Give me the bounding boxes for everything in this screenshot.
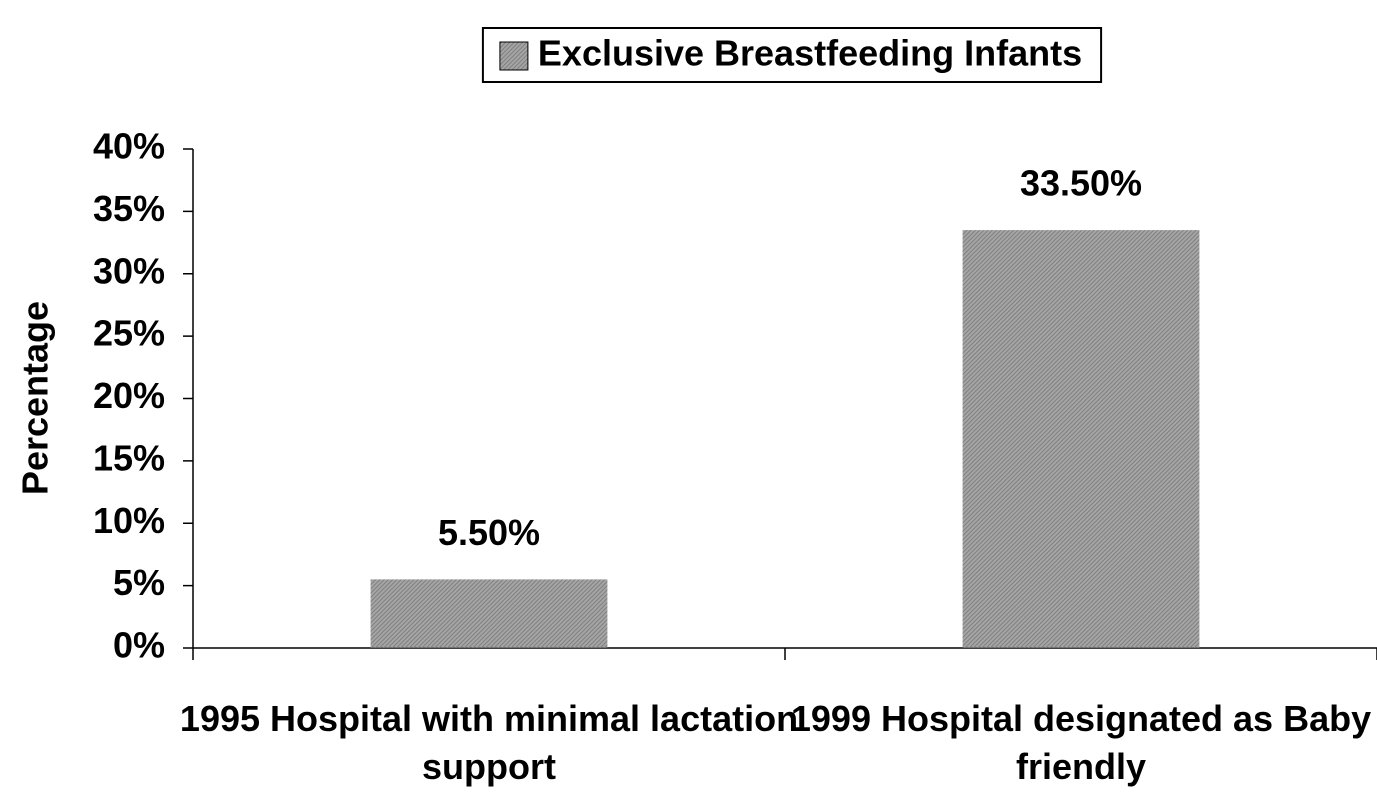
data-label: 33.50%	[1020, 163, 1142, 204]
legend-label: Exclusive Breastfeeding Infants	[538, 33, 1082, 74]
bar	[962, 230, 1200, 648]
x-tick-label: 1999 Hospital designated as Baby friendl…	[790, 698, 1372, 787]
y-tick-label: 20%	[93, 375, 165, 416]
y-tick-label: 5%	[113, 562, 165, 603]
y-tick-label: 35%	[93, 188, 165, 229]
y-tick-label: 30%	[93, 250, 165, 291]
data-label: 5.50%	[438, 512, 540, 553]
legend-box	[481, 27, 1103, 83]
y-tick-label: 40%	[93, 126, 165, 167]
bar	[370, 579, 608, 648]
y-axis-label: Percentage	[15, 301, 56, 495]
y-tick-label: 10%	[93, 500, 165, 541]
legend-swatch	[499, 41, 529, 71]
y-tick-label: 0%	[113, 625, 165, 666]
x-tick-label: 1995 Hospital with minimal lactation sup…	[179, 698, 799, 787]
y-tick-label: 25%	[93, 313, 165, 354]
y-tick-label: 15%	[93, 437, 165, 478]
